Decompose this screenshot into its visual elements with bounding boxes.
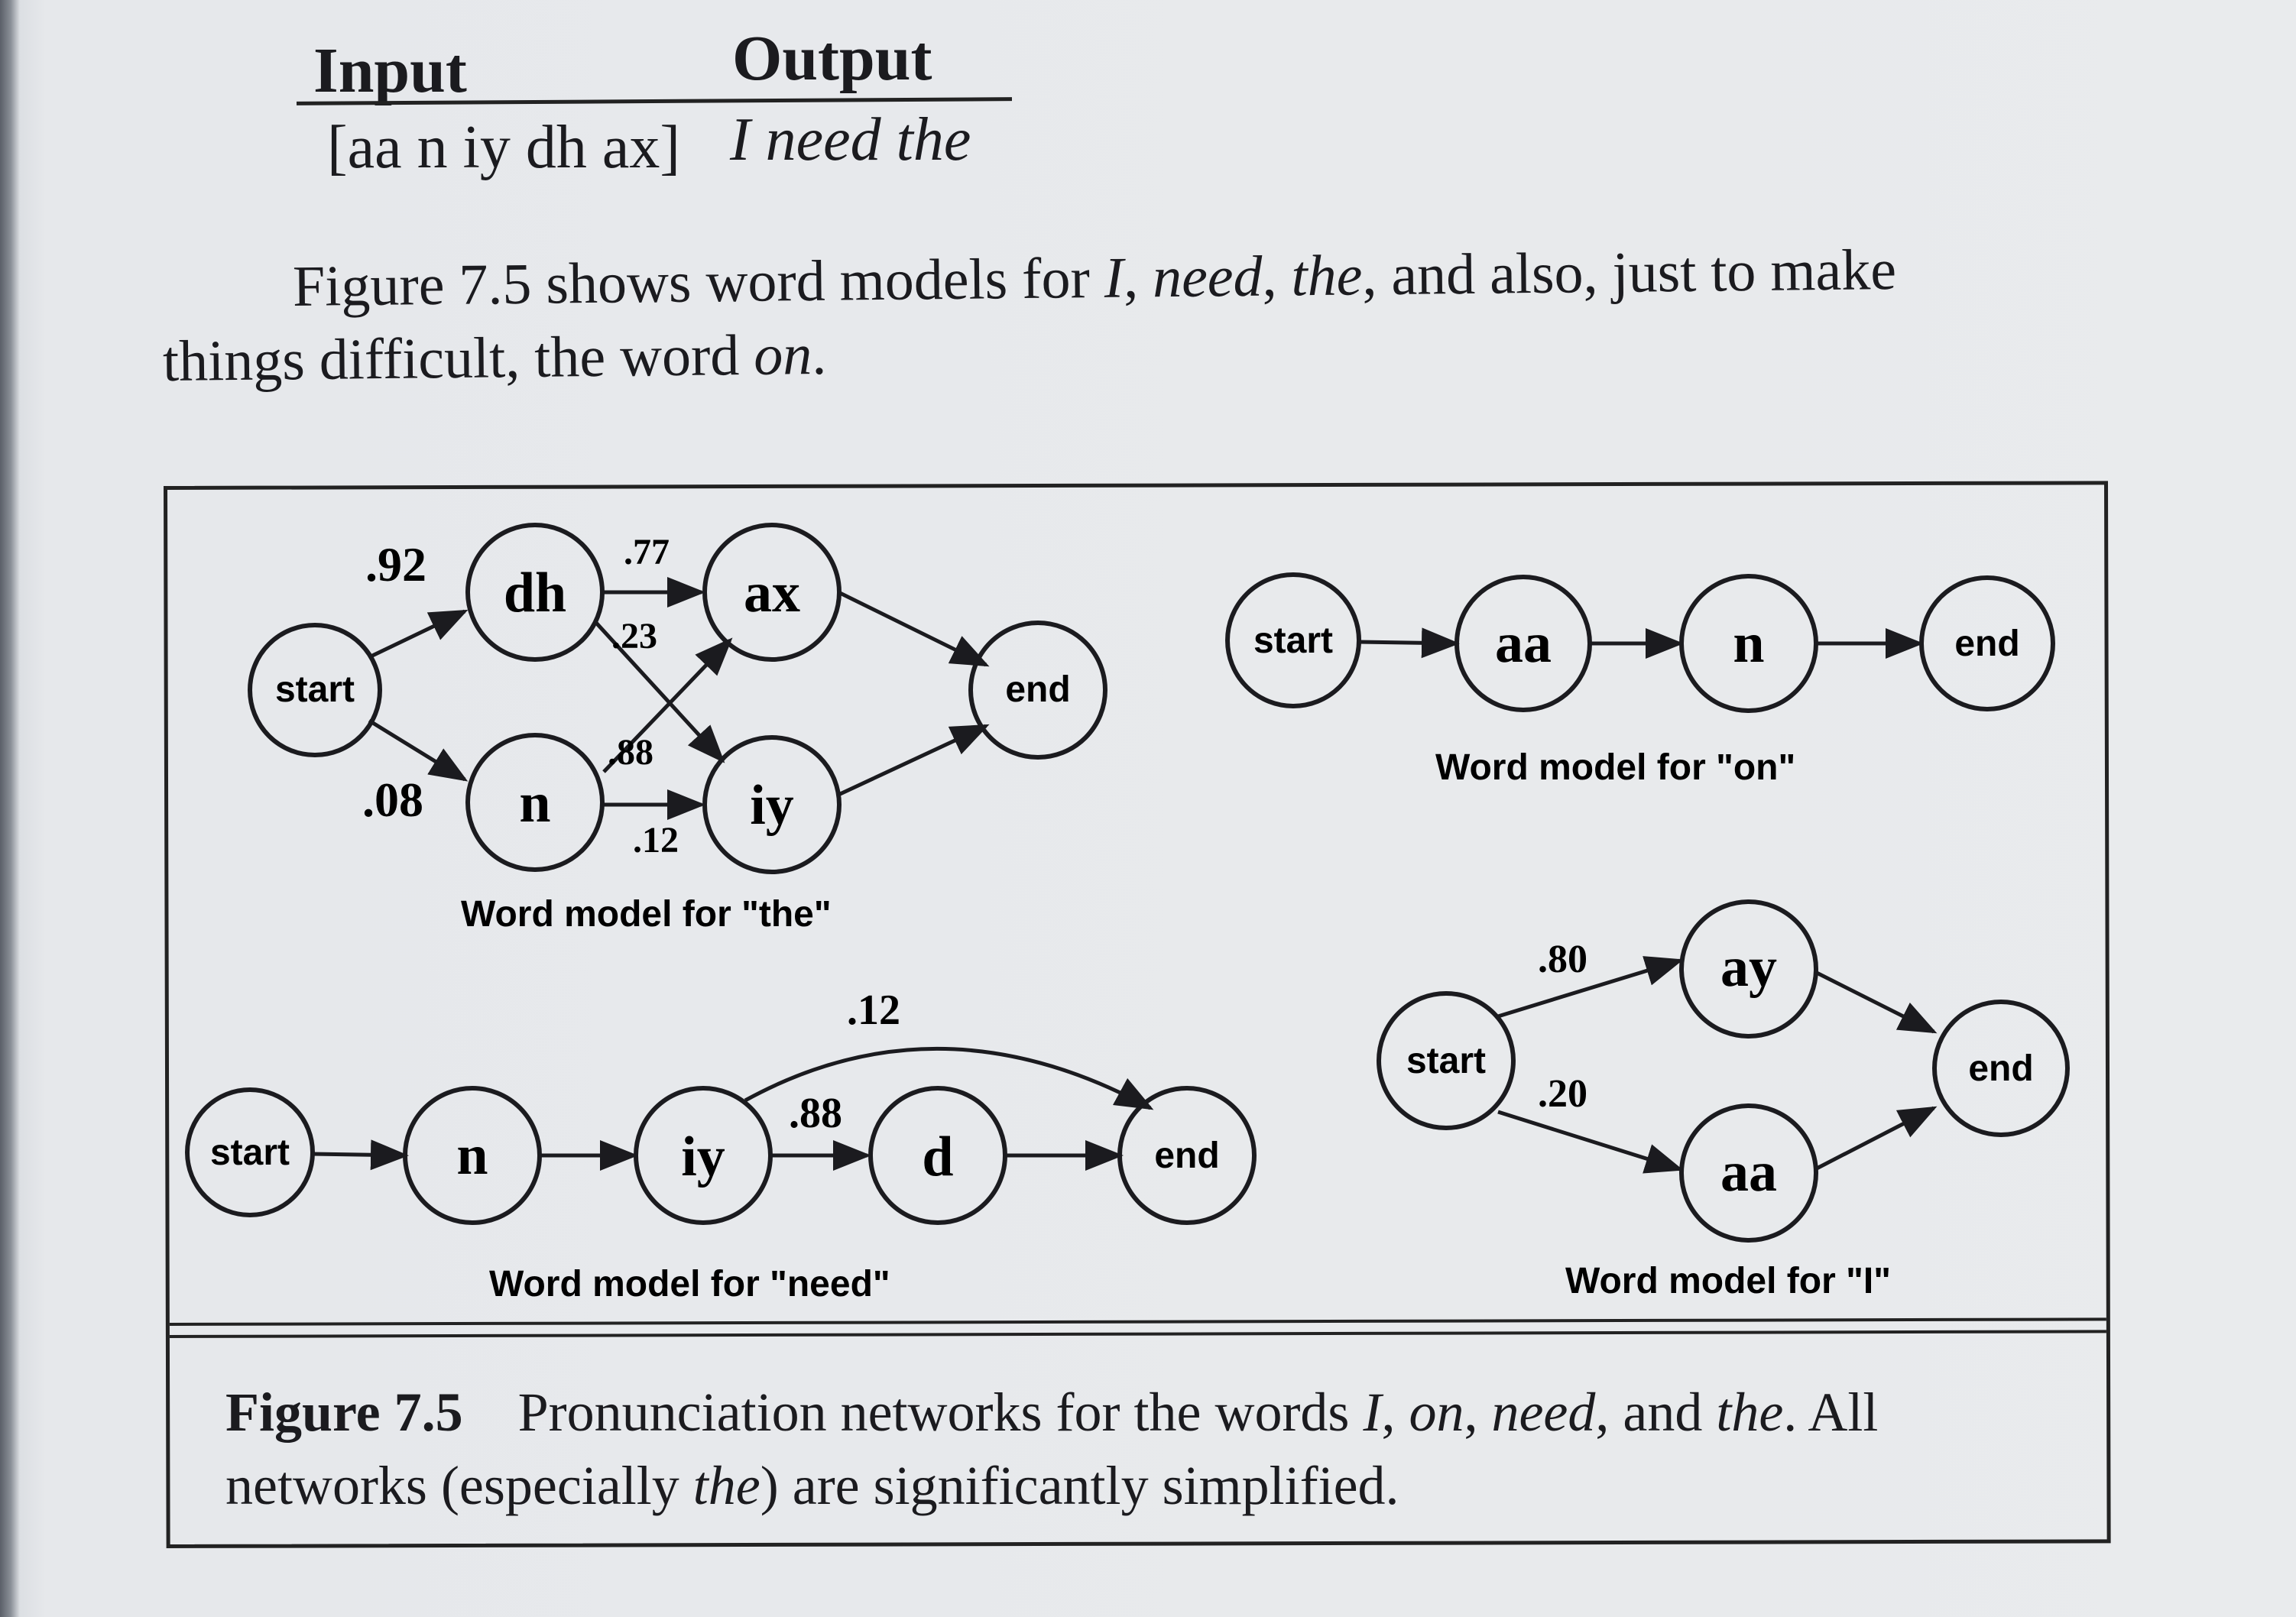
model-caption-the: Word model for "the" [461, 894, 832, 935]
model-caption-need: Word model for "need" [489, 1264, 890, 1304]
node-the-dh [465, 523, 605, 662]
node-label: dh [504, 562, 566, 624]
node-label: ay [1720, 936, 1777, 999]
model-caption-i: Word model for "I" [1565, 1261, 1891, 1301]
node-i-start [1377, 991, 1516, 1130]
prob-label: .23 [611, 616, 657, 656]
edge-need-start-n [311, 1139, 409, 1171]
node-on-aa [1454, 575, 1592, 712]
node-label: n [519, 772, 550, 834]
prob-label: .77 [624, 532, 670, 572]
node-need-end [1117, 1086, 1257, 1225]
edge-the-start-dh [368, 609, 469, 659]
figure-caption-label: Figure 7.5 [225, 1382, 463, 1443]
edge-i-start-aa [1497, 1110, 1684, 1174]
node-label: aa [1720, 1141, 1777, 1204]
node-label: end [1968, 1048, 2033, 1089]
node-label: start [275, 669, 355, 710]
prob-label: .80 [1538, 938, 1587, 981]
node-the-n [465, 733, 605, 872]
prob-label: .20 [1538, 1072, 1587, 1116]
node-label: start [1253, 621, 1333, 661]
node-label: start [210, 1133, 290, 1173]
node-on-n [1679, 574, 1818, 713]
node-the-iy [702, 735, 842, 874]
node-label: iy [681, 1126, 725, 1188]
node-the-start [248, 623, 382, 757]
node-i-end [1932, 1000, 2070, 1137]
prob-label: .12 [633, 820, 679, 860]
prob-label: .88 [789, 1090, 842, 1137]
edge-the-ax-end [837, 590, 990, 667]
edge-i-start-ay [1497, 956, 1684, 1019]
node-label: d [922, 1126, 953, 1188]
node-label: n [1733, 612, 1764, 675]
node-label: aa [1495, 612, 1552, 675]
table-output-value: I need the [730, 106, 971, 173]
node-the-ax [702, 523, 842, 662]
word-model-on: start aa n end Word model for "on" [1225, 572, 2055, 788]
edge-the-n-ax [602, 637, 733, 773]
edge-the-start-n [368, 718, 469, 782]
table-header-input: Input [313, 35, 467, 106]
node-label: ax [744, 562, 800, 624]
node-on-start [1225, 572, 1361, 708]
node-need-start [185, 1087, 315, 1217]
node-label: end [1154, 1136, 1219, 1176]
word-model-need: start n iy d end .12 .88 Word model for … [185, 987, 1257, 1304]
node-label: end [1954, 624, 2019, 664]
word-model-the: start dh n ax iy end .92 .08 .77 .23 .88… [248, 523, 1107, 935]
node-the-end [968, 621, 1107, 760]
figure-caption: Figure 7.5 Pronunciation networks for th… [225, 1382, 1879, 1516]
node-label: end [1005, 669, 1070, 710]
table-input-value: [aa n iy dh ax] [327, 114, 681, 181]
edge-the-dh-iy [595, 621, 725, 763]
node-i-aa [1679, 1103, 1818, 1243]
prob-label: .92 [365, 537, 426, 591]
prob-label: .12 [847, 987, 900, 1034]
edge-i-aa-end [1814, 1106, 1938, 1171]
edge-the-iy-end [837, 724, 990, 797]
prob-label: .88 [608, 732, 653, 773]
node-label: iy [750, 774, 794, 837]
table-header-output: Output [732, 23, 932, 94]
node-i-ay [1679, 899, 1818, 1039]
node-label: start [1406, 1041, 1486, 1081]
word-model-i: start ay aa end .80 .20 Word model for "… [1377, 899, 2070, 1301]
prob-label: .08 [362, 773, 423, 827]
edge-i-ay-end [1814, 970, 1938, 1034]
node-need-iy [634, 1086, 773, 1225]
node-need-d [868, 1086, 1007, 1225]
node-need-n [403, 1086, 542, 1225]
model-caption-on: Word model for "on" [1435, 747, 1795, 788]
edge-need-iy-end [744, 1046, 1154, 1110]
edge-on-start-aa [1358, 627, 1460, 659]
node-on-end [1919, 575, 2055, 711]
node-label: n [456, 1124, 488, 1187]
